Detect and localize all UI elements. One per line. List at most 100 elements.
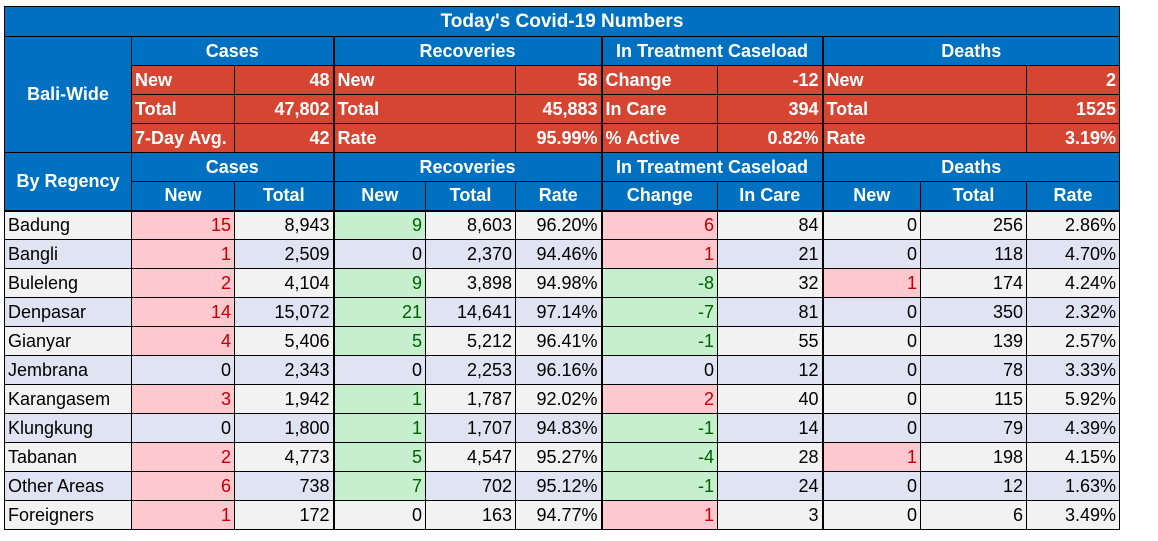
column-header-total: Total	[920, 181, 1027, 211]
cell-new: 2	[131, 268, 235, 298]
cell-total: 4,547	[425, 442, 516, 472]
cell-in-care: 3	[717, 500, 823, 530]
regency-treatment-header: In Treatment Caseload	[600, 152, 823, 182]
cell-new: 5	[332, 326, 426, 356]
bali-wide-row: Total 47,802 Total 45,883 In Care 394 Total 152…	[5, 94, 1120, 124]
table-row: Foreigners 1 172 0 163 94.77% 1 3 0 6 3.49%	[4, 500, 1120, 530]
cell-total: 1,800	[234, 413, 334, 443]
covid-numbers-table: Today's Covid-19 Numbers Bali-Wide Cases…	[4, 6, 1120, 530]
cell-total: 78	[920, 355, 1027, 385]
cell-new: 0	[821, 471, 921, 501]
cell-rate: 4.39%	[1026, 413, 1120, 443]
cell-total: 198	[920, 442, 1027, 472]
cell-total: 8,943	[234, 209, 334, 240]
bali-wide-cases-label: Total	[131, 94, 235, 124]
cell-new: 1	[332, 384, 426, 414]
cell-total: 1,942	[234, 384, 334, 414]
bali-wide-recoveries-label: Rate	[332, 123, 516, 153]
cell-total: 350	[920, 297, 1027, 327]
cell-new: 1	[821, 268, 921, 298]
regency-cases-header: Cases	[131, 152, 334, 182]
cell-total: 139	[920, 326, 1027, 356]
cell-rate: 94.46%	[515, 239, 602, 269]
cell-total: 1,707	[425, 413, 516, 443]
cell-rate: 2.86%	[1026, 209, 1120, 240]
cell-new: 0	[821, 239, 921, 269]
cell-total: 6	[920, 500, 1027, 530]
column-header-new: New	[821, 181, 921, 211]
bali-wide-cases-label: 7-Day Avg.	[131, 123, 235, 153]
bali-wide-deaths-value: 1525	[1026, 94, 1120, 124]
cell-in-care: 55	[717, 326, 823, 356]
column-header-new: New	[332, 181, 426, 211]
cell-total: 12	[920, 471, 1027, 501]
table-row: Karangasem 3 1,942 1 1,787 92.02% 2 40 0 115 5.92%	[4, 384, 1120, 414]
table-row: Denpasar 14 15,072 21 14,641 97.14% -7 81 0 350 2.…	[4, 297, 1120, 327]
by-regency-label: By Regency	[4, 152, 132, 211]
table-row: Badung 15 8,943 9 8,603 96.20% 6 84 0 256 2.86%	[4, 209, 1120, 240]
cell-change: 6	[600, 209, 718, 240]
cell-new: 0	[332, 355, 426, 385]
cell-new: 9	[332, 268, 426, 298]
cell-new: 1	[131, 239, 235, 269]
regency-name: Bangli	[4, 239, 132, 269]
cell-new: 0	[821, 355, 921, 385]
cell-new: 0	[332, 239, 426, 269]
table-row: Jembrana 0 2,343 0 2,253 96.16% 0 12 0 78 3.33%	[4, 355, 1120, 385]
table-row: Gianyar 4 5,406 5 5,212 96.41% -1 55 0 139 2.57%	[4, 326, 1120, 356]
cell-total: 2,509	[234, 239, 334, 269]
cell-new: 7	[332, 471, 426, 501]
bali-wide-treatment-value: -12	[717, 65, 823, 95]
bali-wide-deaths-value: 3.19%	[1026, 123, 1120, 153]
bali-wide-cases-header: Cases	[131, 36, 334, 66]
cell-total: 79	[920, 413, 1027, 443]
cell-new: 9	[332, 209, 426, 240]
bali-wide-recoveries-label: Total	[332, 94, 516, 124]
bali-wide-deaths-label: New	[821, 65, 1027, 95]
bali-wide-label: Bali-Wide	[4, 36, 132, 153]
bali-wide-recoveries-value: 58	[515, 65, 602, 95]
cell-in-care: 32	[717, 268, 823, 298]
cell-in-care: 24	[717, 471, 823, 501]
cell-total: 2,253	[425, 355, 516, 385]
bali-wide-row: 7-Day Avg. 42 Rate 95.99%% Active 0.82% Rate 3…	[5, 123, 1120, 153]
table-row: Other Areas 6 738 7 702 95.12% -1 24 0 12 1.63%	[4, 471, 1120, 501]
cell-new: 5	[332, 442, 426, 472]
bali-wide-recoveries-header: Recoveries	[332, 36, 602, 66]
bali-wide-deaths-label: Rate	[821, 123, 1027, 153]
regency-name: Klungkung	[4, 413, 132, 443]
cell-new: 0	[332, 500, 426, 530]
cell-total: 3,898	[425, 268, 516, 298]
cell-new: 0	[821, 384, 921, 414]
regency-name: Other Areas	[4, 471, 132, 501]
cell-rate: 94.77%	[515, 500, 602, 530]
cell-new: 21	[332, 297, 426, 327]
column-header-total: Total	[425, 181, 516, 211]
cell-rate: 4.15%	[1026, 442, 1120, 472]
regency-recoveries-header: Recoveries	[332, 152, 602, 182]
cell-change: 0	[600, 355, 718, 385]
cell-total: 8,603	[425, 209, 516, 240]
cell-rate: 97.14%	[515, 297, 602, 327]
cell-rate: 4.70%	[1026, 239, 1120, 269]
bali-wide-cases-value: 42	[234, 123, 334, 153]
cell-total: 702	[425, 471, 516, 501]
cell-total: 4,773	[234, 442, 334, 472]
table-row: Buleleng 2 4,104 9 3,898 94.98% -8 32 1 174 4.24%	[4, 268, 1120, 298]
column-header-total: Total	[234, 181, 334, 211]
column-header-change: Change	[600, 181, 718, 211]
cell-in-care: 84	[717, 209, 823, 240]
cell-total: 4,104	[234, 268, 334, 298]
cell-rate: 92.02%	[515, 384, 602, 414]
regency-deaths-header: Deaths	[821, 152, 1120, 182]
cell-rate: 96.41%	[515, 326, 602, 356]
cell-in-care: 28	[717, 442, 823, 472]
cell-total: 1,787	[425, 384, 516, 414]
cell-total: 172	[234, 500, 334, 530]
bali-wide-treatment-header: In Treatment Caseload	[600, 36, 823, 66]
cell-rate: 3.49%	[1026, 500, 1120, 530]
cell-rate: 94.98%	[515, 268, 602, 298]
table-title: Today's Covid-19 Numbers	[4, 6, 1120, 37]
bali-wide-deaths-label: Total	[821, 94, 1027, 124]
cell-rate: 2.32%	[1026, 297, 1120, 327]
